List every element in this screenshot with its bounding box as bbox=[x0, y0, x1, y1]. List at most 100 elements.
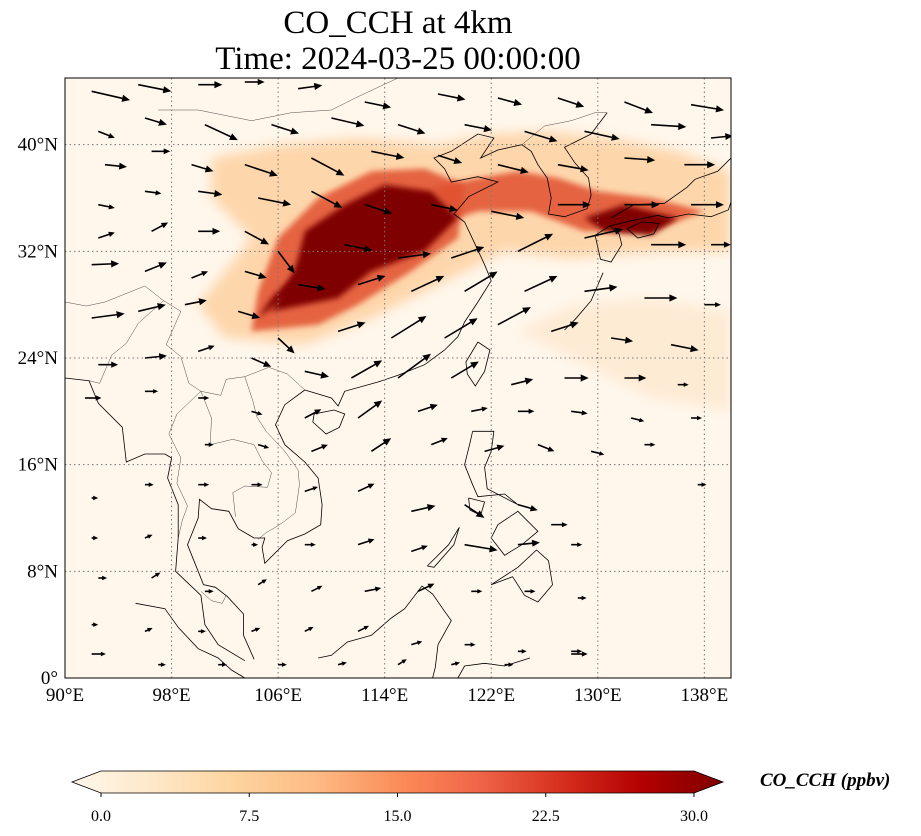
wind-vector bbox=[144, 262, 167, 273]
wind-vector bbox=[590, 450, 605, 456]
wind-vector bbox=[450, 361, 479, 379]
wind-vector bbox=[191, 271, 208, 279]
border-cambodia-vietnam bbox=[257, 521, 284, 540]
wind-vector bbox=[644, 442, 656, 447]
coastline-mindanao bbox=[490, 549, 553, 603]
wind-vector bbox=[611, 336, 634, 344]
wind-vector bbox=[437, 154, 463, 164]
wind-vector bbox=[311, 190, 343, 208]
wind-vector bbox=[464, 271, 498, 293]
wind-vector bbox=[271, 123, 299, 135]
wind-vector bbox=[524, 589, 536, 594]
wind-vector bbox=[497, 163, 529, 174]
wind-vector bbox=[464, 123, 493, 133]
wind-vector bbox=[91, 311, 125, 319]
wind-vector bbox=[91, 535, 99, 541]
wind-vector bbox=[277, 250, 295, 274]
wind-vector bbox=[198, 482, 210, 487]
wind-vector bbox=[91, 90, 131, 102]
wind-vector bbox=[144, 353, 167, 360]
colorbar-title: CO_CCH (ppbv) bbox=[760, 770, 891, 791]
wind-vector bbox=[257, 197, 292, 207]
wind-vector bbox=[278, 662, 287, 667]
wind-vector bbox=[138, 83, 172, 94]
wind-vector bbox=[344, 243, 373, 253]
co-plume-faint-0 bbox=[517, 298, 731, 412]
wind-vector bbox=[571, 649, 583, 654]
wind-vector bbox=[451, 246, 485, 259]
wind-vector bbox=[144, 117, 167, 126]
wind-vector bbox=[571, 410, 588, 416]
coastline-honshu bbox=[609, 201, 731, 227]
wind-vector bbox=[517, 503, 538, 512]
coastline-hainan bbox=[312, 409, 346, 435]
lon-tick-label: 114°E bbox=[361, 685, 408, 706]
wind-vector bbox=[144, 190, 162, 196]
wind-vector bbox=[524, 130, 558, 143]
lat-tick-label: 24°N bbox=[18, 348, 59, 369]
wind-vector bbox=[571, 651, 588, 657]
wind-vector bbox=[464, 504, 485, 518]
wind-vector bbox=[98, 361, 119, 368]
wind-vector bbox=[511, 377, 534, 386]
wind-vector bbox=[624, 374, 647, 382]
colorbar-tick-label: 30.0 bbox=[680, 808, 708, 825]
wind-vector bbox=[204, 123, 238, 141]
wind-vector bbox=[198, 535, 207, 541]
coastline-shikoku bbox=[626, 221, 660, 239]
border-malaysia-thailand bbox=[200, 591, 227, 604]
wind-vector bbox=[311, 157, 345, 176]
wind-vector bbox=[251, 357, 272, 367]
wind-vector bbox=[550, 321, 579, 333]
wind-vector bbox=[410, 275, 445, 293]
wind-vector bbox=[257, 443, 270, 449]
wind-vector bbox=[357, 625, 369, 633]
wind-vector bbox=[218, 662, 227, 667]
wind-vector bbox=[158, 662, 166, 667]
wind-vector bbox=[151, 222, 169, 233]
wind-vector bbox=[138, 303, 166, 313]
wind-vector bbox=[357, 483, 375, 493]
wind-vector bbox=[144, 389, 159, 394]
border-china-korea bbox=[521, 112, 608, 145]
wind-vector bbox=[198, 227, 221, 235]
wind-vector bbox=[711, 241, 731, 248]
wind-vector bbox=[584, 130, 620, 141]
wind-vector bbox=[691, 415, 702, 421]
wind-vector bbox=[311, 585, 323, 593]
wind-vector bbox=[584, 284, 618, 293]
wind-vector bbox=[251, 627, 261, 633]
wind-vector bbox=[251, 542, 259, 547]
wind-vector bbox=[517, 539, 540, 547]
wind-vector bbox=[411, 545, 428, 553]
wind-vector bbox=[364, 586, 382, 593]
wind-vector bbox=[690, 103, 724, 113]
wind-vector bbox=[297, 82, 323, 90]
wind-vector bbox=[517, 649, 527, 654]
coastline-taiwan bbox=[465, 341, 491, 387]
wind-vector bbox=[624, 156, 656, 164]
border-thailand-laos-cambodia bbox=[200, 391, 272, 517]
coastline-sulawesi bbox=[457, 657, 531, 678]
wind-vector bbox=[204, 589, 214, 594]
wind-vector bbox=[417, 583, 435, 593]
lat-tick-label: 8°N bbox=[27, 561, 58, 582]
colorbar-tick-label: 0.0 bbox=[91, 808, 111, 825]
wind-vector bbox=[537, 443, 555, 452]
wind-vector-layer bbox=[84, 78, 731, 667]
lon-tick-label: 106°E bbox=[254, 685, 302, 706]
wind-vector bbox=[244, 230, 269, 245]
wind-vector bbox=[397, 123, 426, 135]
wind-vector bbox=[524, 275, 558, 293]
wind-vector bbox=[504, 662, 514, 667]
wind-vector bbox=[144, 627, 153, 633]
wind-vector bbox=[471, 406, 488, 413]
wind-vector bbox=[370, 438, 392, 452]
wind-vector bbox=[557, 97, 585, 108]
wind-vector bbox=[331, 117, 365, 128]
wind-vector bbox=[191, 163, 214, 173]
map-title: CO_CCH at 4km bbox=[283, 5, 513, 41]
wind-vector bbox=[371, 150, 405, 160]
wind-vector bbox=[571, 542, 583, 547]
border-laos-vietnam bbox=[244, 376, 300, 523]
